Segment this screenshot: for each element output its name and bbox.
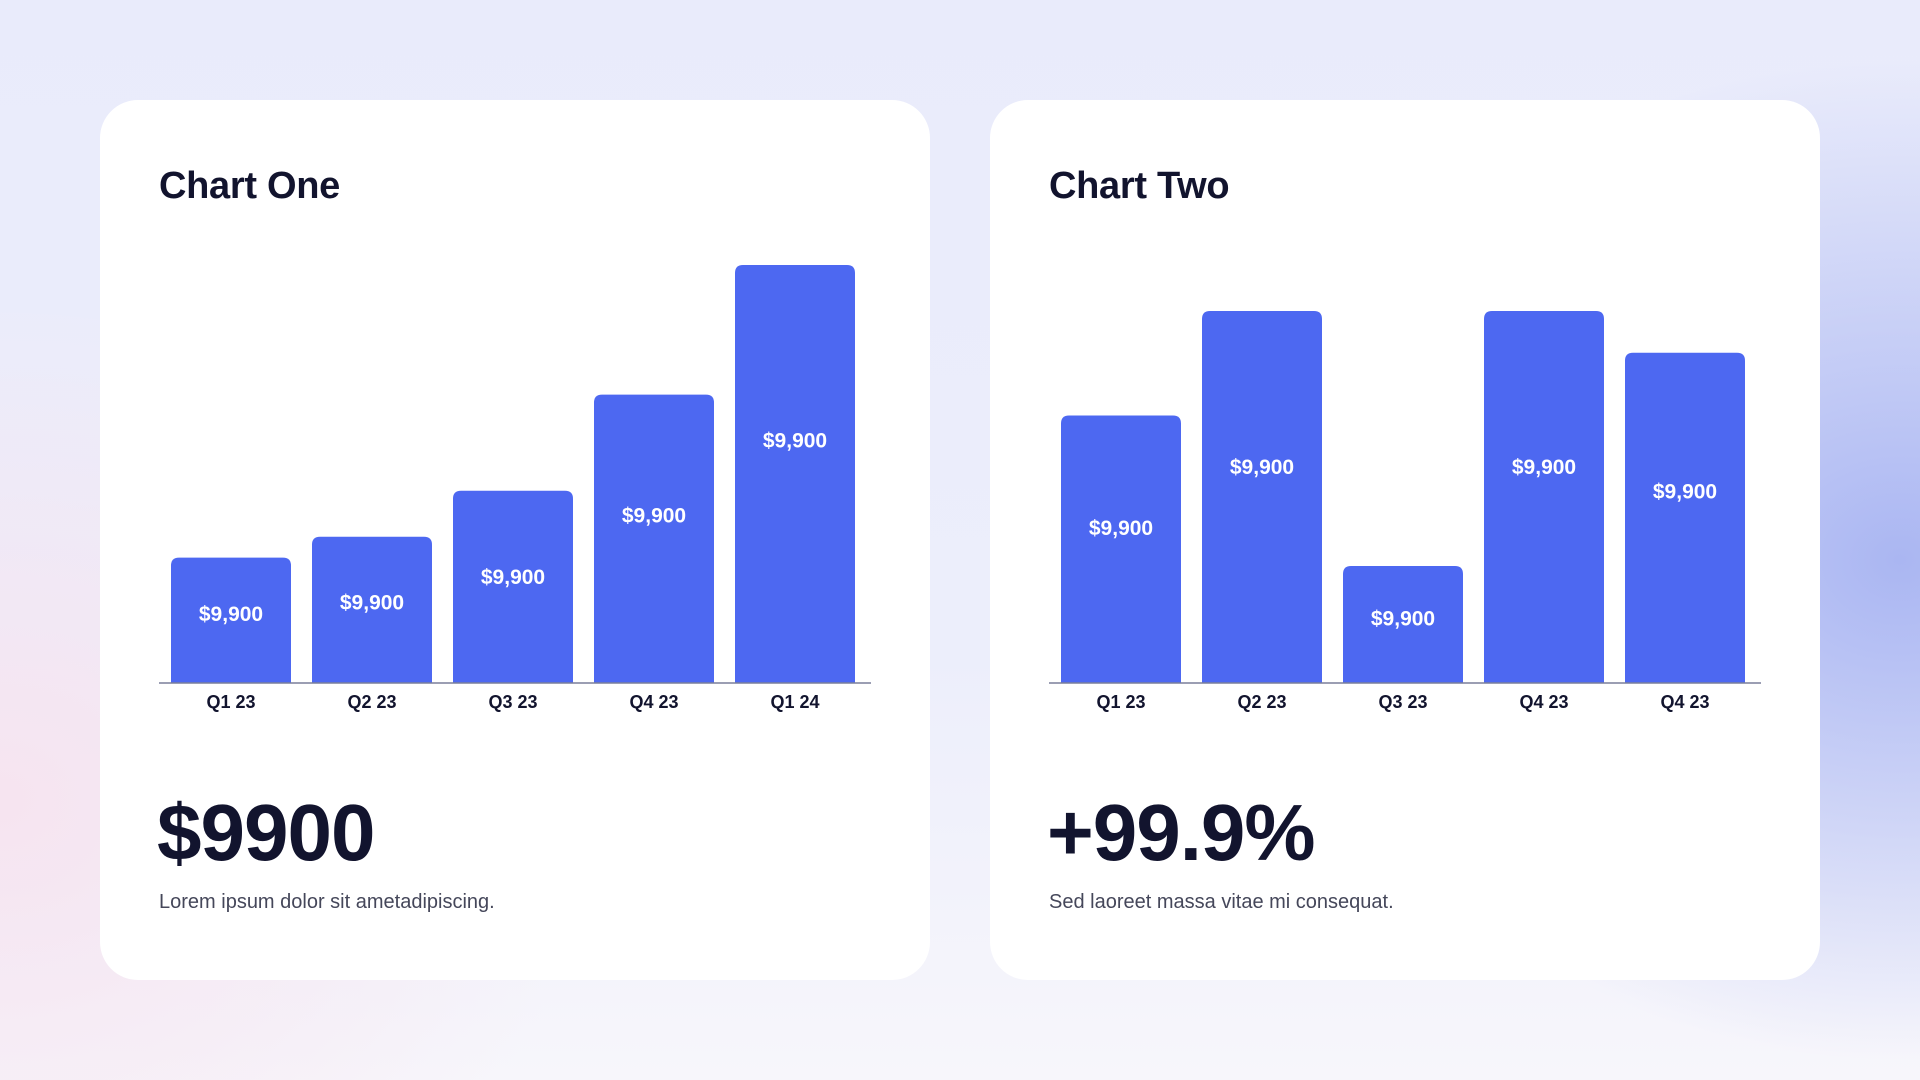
data-label: $9,900 (1653, 480, 1717, 503)
x-tick-label: Q4 23 (1519, 692, 1568, 712)
x-tick-label: Q3 23 (1378, 692, 1427, 712)
data-label: $9,900 (1371, 608, 1435, 631)
data-label: $9,900 (1230, 456, 1294, 479)
chart-title: Chart One (159, 165, 340, 207)
data-label: $9,900 (1512, 456, 1576, 479)
bar (1202, 310, 1322, 683)
chart-svg: $9,900 Q1 23 $9,900 Q2 23 $9,900 Q3 23 $9,900 Q… (1049, 310, 1761, 712)
description: Lorem ipsum dolor sit ametadipiscing. (159, 891, 495, 913)
bar (171, 557, 291, 683)
x-tick-label: Q3 23 (488, 692, 537, 712)
bar-chart-one: $9,900 Q1 23 $9,900 Q2 23 $9,900 Q3 23 $9,900 Q… (159, 200, 871, 720)
chart-card-two: Chart Two $9,900 Q1 23 $9,900 Q2 23 $9,900 Q3… (990, 100, 1820, 980)
x-tick-label: Q2 23 (1237, 692, 1286, 712)
chart-title: Chart Two (1049, 165, 1230, 207)
x-tick-label: Q4 23 (629, 692, 678, 712)
data-label: $9,900 (340, 592, 404, 615)
data-label: $9,900 (622, 505, 686, 528)
data-label: $9,900 (481, 566, 545, 589)
bar-chart-two: $9,900 Q1 23 $9,900 Q2 23 $9,900 Q3 23 $9,900 Q… (1049, 200, 1761, 720)
x-tick-label: Q1 24 (770, 692, 819, 712)
data-label: $9,900 (199, 603, 263, 626)
chart-svg: $9,900 Q1 23 $9,900 Q2 23 $9,900 Q3 23 $9,900 Q… (159, 265, 871, 712)
bar (735, 265, 855, 683)
bar (312, 536, 432, 683)
x-tick-label: Q4 23 (1660, 692, 1709, 712)
x-tick-label: Q1 23 (206, 692, 255, 712)
x-tick-label: Q2 23 (347, 692, 396, 712)
bar (453, 490, 573, 683)
big-value: +99.9% (1047, 788, 1316, 877)
chart-card-one: Chart One $9,900 Q1 23 $9,900 Q2 23 $9,900 Q3… (100, 100, 930, 980)
bar (1625, 352, 1745, 683)
description: Sed laoreet massa vitae mi consequat. (1049, 891, 1394, 913)
bar (1484, 310, 1604, 683)
bar (1061, 415, 1181, 683)
bar (594, 394, 714, 683)
data-label: $9,900 (1089, 517, 1153, 540)
data-label: $9,900 (763, 430, 827, 453)
bar (1343, 565, 1463, 683)
x-tick-label: Q1 23 (1096, 692, 1145, 712)
big-value: $9900 (157, 788, 375, 877)
